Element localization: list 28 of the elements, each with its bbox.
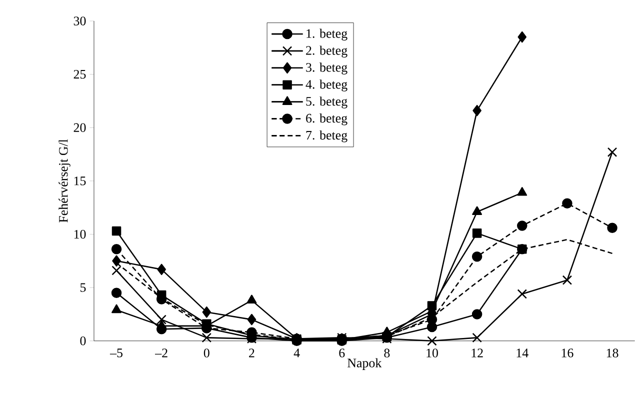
x-tick-label: 2 <box>249 348 254 358</box>
x-tick-label: 10 <box>426 348 438 358</box>
x-tick-label: 18 <box>606 348 618 358</box>
y-tick-label: 25 <box>74 70 86 79</box>
x-tick-label: 6 <box>339 348 345 358</box>
x-tick-label: 8 <box>384 348 390 358</box>
x-tick-label: 12 <box>472 348 483 358</box>
x-tick-label: 16 <box>562 348 574 358</box>
x-tick-label: 4 <box>294 348 300 358</box>
x-tick-label: –2 <box>155 348 168 358</box>
y-tick-label: 30 <box>74 16 86 26</box>
legend-label: 2. beteg <box>306 46 348 58</box>
x-tick-label: –5 <box>110 348 122 358</box>
y-tick-label: 5 <box>80 283 86 292</box>
y-tick-label: 0 <box>80 336 86 346</box>
y-tick-label: 10 <box>74 230 86 239</box>
x-axis-title: Napok <box>348 358 382 370</box>
x-tick-label: 0 <box>204 348 210 358</box>
x-tick-label: 14 <box>516 348 528 358</box>
legend-label: 3. beteg <box>306 62 348 75</box>
legend-label: 1. beteg <box>306 28 348 41</box>
legend-label: 7. beteg <box>306 130 348 142</box>
y-axis-title: Fehérvérsejt G/l <box>58 139 70 223</box>
legend-label: 4. beteg <box>306 80 348 92</box>
y-tick-label: 15 <box>74 176 86 186</box>
legend-label: 5. beteg <box>306 96 348 108</box>
legend-label: 6. beteg <box>306 114 348 126</box>
y-tick-label: 20 <box>74 123 86 132</box>
